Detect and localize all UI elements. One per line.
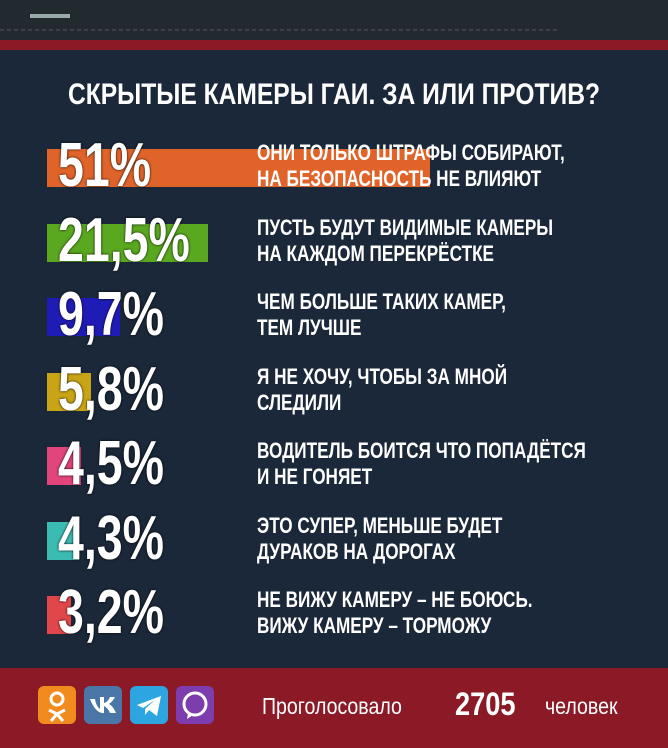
answer-label: Я НЕ ХОЧУ, ЧТОБЫ ЗА МНОЙ СЛЕДИЛИ xyxy=(257,363,508,415)
answer-label: ВОДИТЕЛЬ БОИТСЯ ЧТО ПОПАДЁТСЯ И НЕ ГОНЯЕ… xyxy=(257,438,586,489)
footer-text: Проголосовало xyxy=(262,693,402,719)
bar xyxy=(47,372,91,411)
bar xyxy=(47,521,80,560)
value-label: 5,8% xyxy=(58,354,164,424)
answer-label: ПУСТЬ БУДУТ ВИДИМЫЕ КАМЕРЫ НА КАЖДОМ ПЕР… xyxy=(257,214,554,266)
bar xyxy=(47,298,120,336)
value-label: 3,2% xyxy=(58,578,164,647)
value-label: 9,7% xyxy=(58,280,164,349)
value-label: 4,5% xyxy=(58,429,164,498)
bar xyxy=(47,447,81,485)
value-label: 21,5% xyxy=(58,205,190,275)
bar xyxy=(47,223,209,262)
value-label: 4,3% xyxy=(58,503,164,573)
bar xyxy=(47,149,430,187)
bar xyxy=(47,596,71,634)
header-decoration xyxy=(0,0,668,50)
answer-label: ЭТО СУПЕР, МЕНЬШЕ БУДЕТ ДУРАКОВ НА ДОРОГ… xyxy=(257,512,503,564)
social-icons xyxy=(38,686,214,724)
answer-label: ЧЕМ БОЛЬШЕ ТАКИХ КАМЕР, ТЕМ ЛУЧШЕ xyxy=(257,289,506,340)
vote-count: 2705 xyxy=(455,686,516,722)
value-label: 51% xyxy=(58,131,152,200)
footer-text: человек xyxy=(545,693,618,719)
answer-label: ОНИ ТОЛЬКО ШТРАФЫ СОБИРАЮТ, НА БЕЗОПАСНО… xyxy=(257,140,565,191)
chart-title: СКРЫТЫЕ КАМЕРЫ ГАИ. ЗА ИЛИ ПРОТИВ? xyxy=(67,78,601,111)
answer-label: НЕ ВИЖУ КАМЕРУ – НЕ БОЮСЬ. ВИЖУ КАМЕРУ –… xyxy=(257,587,533,638)
